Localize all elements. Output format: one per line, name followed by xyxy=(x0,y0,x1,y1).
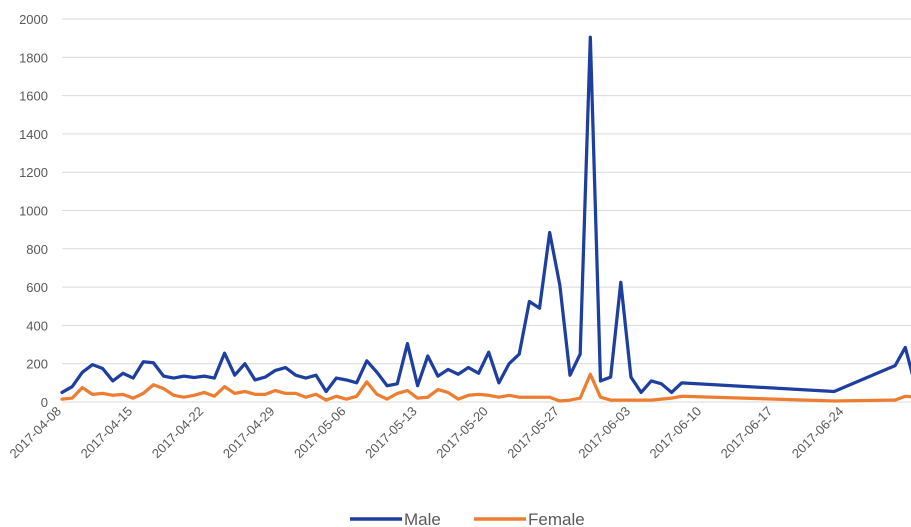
y-tick-label: 2000 xyxy=(19,12,48,27)
series-line-female xyxy=(60,372,911,403)
x-tick-label: 2017-04-22 xyxy=(149,404,207,462)
y-tick-label: 400 xyxy=(26,318,48,333)
y-tick-label: 600 xyxy=(26,280,48,295)
x-tick-label: 2017-04-29 xyxy=(220,404,278,462)
y-tick-label: 0 xyxy=(41,395,48,410)
y-tick-label: 800 xyxy=(26,242,48,257)
y-tick-label: 1600 xyxy=(19,89,48,104)
x-tick-label: 2017-06-03 xyxy=(575,404,633,462)
x-tick-label: 2017-05-27 xyxy=(504,404,562,462)
x-tick-label: 2017-04-15 xyxy=(78,404,136,462)
y-tick-label: 1200 xyxy=(19,165,48,180)
y-tick-label: 200 xyxy=(26,357,48,372)
legend-label-female: Female xyxy=(528,510,585,527)
x-tick-label: 2017-04-08 xyxy=(6,404,64,462)
x-axis-tick-labels: 2017-04-08 2017-04-15 2017-04-22 2017-04-29… xyxy=(6,404,846,462)
x-tick-label: 2017-06-10 xyxy=(647,404,705,462)
x-tick-label: 2017-05-06 xyxy=(291,404,349,462)
x-tick-label: 2017-05-20 xyxy=(433,404,491,462)
legend-label-male: Male xyxy=(404,510,441,527)
series-line-male xyxy=(60,35,911,395)
gridlines xyxy=(62,18,911,403)
y-tick-label: 1000 xyxy=(19,204,48,219)
legend: Male Female xyxy=(350,510,585,527)
y-axis-tick-labels: 0 200 400 600 800 1000 1200 1400 1600 1800 2000 xyxy=(19,12,48,410)
x-tick-label: 2017-05-13 xyxy=(362,404,420,462)
x-tick-label: 2017-06-17 xyxy=(718,404,776,462)
series-lines xyxy=(60,35,911,403)
y-tick-label: 1400 xyxy=(19,127,48,142)
x-tick-label: 2017-06-24 xyxy=(789,404,847,462)
y-tick-label: 1800 xyxy=(19,50,48,65)
